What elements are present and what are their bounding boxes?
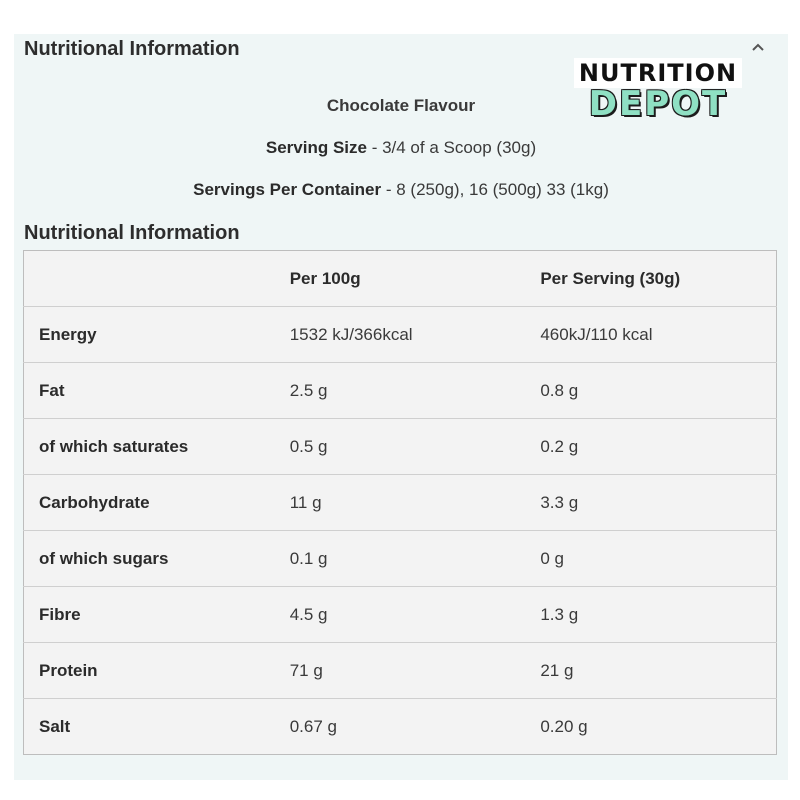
chevron-up-icon[interactable] <box>750 40 766 54</box>
table-row: of which sugars 0.1 g 0 g <box>22 530 778 587</box>
per-100g-value: 1532 kJ/366kcal <box>274 306 526 363</box>
logo-line-1: NUTRITION <box>574 58 742 88</box>
accordion-title[interactable]: Nutritional Information <box>24 38 240 60</box>
per-serving-value: 21 g <box>525 642 778 699</box>
nutrition-accordion-panel: Nutritional Information NUTRITION DEPOT … <box>14 34 788 780</box>
per-serving-value: 0.8 g <box>525 362 778 419</box>
column-header-nutrient <box>22 250 275 307</box>
nutrient-name: of which sugars <box>22 530 275 587</box>
table-row: of which saturates 0.5 g 0.2 g <box>22 418 778 475</box>
nutrient-name: Protein <box>22 642 275 699</box>
per-100g-value: 0.5 g <box>274 418 526 475</box>
table-header-row: Per 100g Per Serving (30g) <box>22 250 778 307</box>
logo-line-2: DEPOT <box>588 84 728 124</box>
nutrient-name: of which saturates <box>22 418 275 475</box>
nutrient-name: Fat <box>22 362 275 419</box>
nutrient-name: Energy <box>22 306 275 363</box>
per-100g-value: 2.5 g <box>274 362 526 419</box>
serving-size-line: Serving Size - 3/4 of a Scoop (30g) <box>14 138 788 158</box>
per-100g-value: 0.1 g <box>274 530 526 587</box>
per-serving-value: 1.3 g <box>525 586 778 643</box>
servings-per-container-value: - 8 (250g), 16 (500g) 33 (1kg) <box>381 180 609 199</box>
column-header-per-100g: Per 100g <box>274 250 526 307</box>
table-row: Fibre 4.5 g 1.3 g <box>22 586 778 643</box>
per-100g-value: 0.67 g <box>274 698 526 755</box>
per-serving-value: 0 g <box>525 530 778 587</box>
per-serving-value: 460kJ/110 kcal <box>525 306 778 363</box>
nutrient-name: Salt <box>22 698 275 755</box>
nutrition-table: Per 100g Per Serving (30g) Energy 1532 k… <box>22 250 778 755</box>
table-row: Energy 1532 kJ/366kcal 460kJ/110 kcal <box>22 306 778 363</box>
nutrient-name: Carbohydrate <box>22 474 275 531</box>
servings-per-container-label: Servings Per Container <box>193 180 382 199</box>
nutrition-depot-logo: NUTRITION DEPOT <box>572 58 744 126</box>
table-row: Protein 71 g 21 g <box>22 642 778 699</box>
per-serving-value: 0.20 g <box>525 698 778 755</box>
per-serving-value: 3.3 g <box>525 474 778 531</box>
per-100g-value: 11 g <box>274 474 526 531</box>
flavour-label: Chocolate Flavour <box>326 96 476 115</box>
nutrient-name: Fibre <box>22 586 275 643</box>
serving-size-value: - 3/4 of a Scoop (30g) <box>366 138 537 157</box>
per-serving-value: 0.2 g <box>525 418 778 475</box>
table-heading: Nutritional Information <box>24 222 240 244</box>
table-row: Carbohydrate 11 g 3.3 g <box>22 474 778 531</box>
column-header-per-serving: Per Serving (30g) <box>525 250 778 307</box>
serving-size-label: Serving Size <box>265 138 367 157</box>
per-100g-value: 71 g <box>274 642 526 699</box>
servings-per-container-line: Servings Per Container - 8 (250g), 16 (5… <box>14 180 788 200</box>
table-row: Fat 2.5 g 0.8 g <box>22 362 778 419</box>
table-row: Salt 0.67 g 0.20 g <box>22 698 778 755</box>
per-100g-value: 4.5 g <box>274 586 526 643</box>
